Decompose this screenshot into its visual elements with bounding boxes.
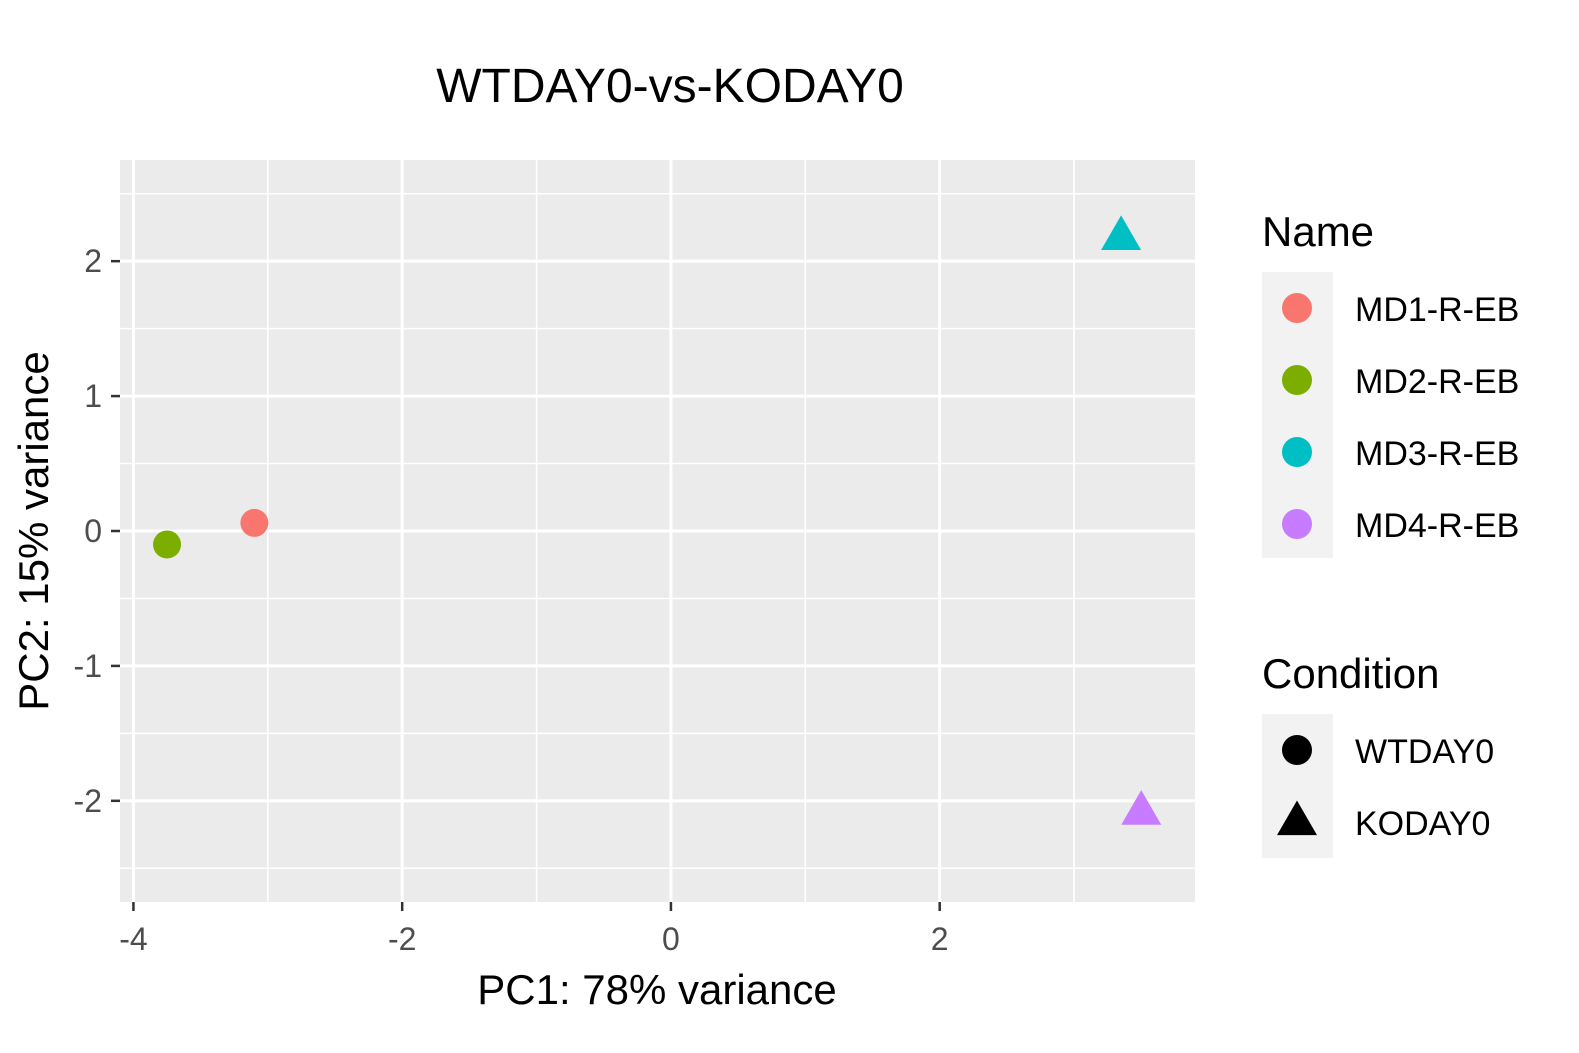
data-point-md2-r-eb <box>153 530 182 559</box>
major-gridlines <box>120 160 1195 902</box>
legend-label-md2-r-eb: MD2-R-EB <box>1355 363 1519 401</box>
legend-condition-title: Condition <box>1262 650 1439 697</box>
y-tick-label: 0 <box>84 513 102 549</box>
data-point-md3-r-eb <box>1101 215 1142 251</box>
legend-label-md3-r-eb: MD3-R-EB <box>1355 435 1519 473</box>
legend-key-wtday0 <box>1282 735 1312 765</box>
y-tick-label: 1 <box>84 378 102 414</box>
legend-label-md4-r-eb: MD4-R-EB <box>1355 507 1519 545</box>
y-tick-label: -2 <box>74 783 102 819</box>
legend-label-koday0: KODAY0 <box>1355 805 1490 843</box>
x-tick-label: -4 <box>119 921 147 957</box>
y-axis: 2 1 0 -1 -2 <box>74 243 120 819</box>
x-tick-label: -2 <box>388 921 416 957</box>
data-point-md4-r-eb <box>1121 790 1162 825</box>
legend-key-md3-r-eb <box>1282 437 1312 467</box>
y-axis-title: PC2: 15% variance <box>10 351 57 711</box>
x-tick-label: 0 <box>662 921 680 957</box>
legend-name: Name MD1-R-EB MD2-R-EB MD3-R-EB MD4-R-EB <box>1262 208 1519 558</box>
legend-key-md1-r-eb <box>1282 293 1312 323</box>
legend-condition: Condition WTDAY0 KODAY0 <box>1262 650 1494 858</box>
x-tick-label: 2 <box>931 921 949 957</box>
y-tick-label: -1 <box>74 648 102 684</box>
legend-key-koday0 <box>1277 800 1317 836</box>
data-points <box>153 215 1162 825</box>
legend-key-md2-r-eb <box>1282 365 1312 395</box>
legend-label-wtday0: WTDAY0 <box>1355 733 1494 771</box>
y-tick-label: 2 <box>84 243 102 279</box>
legend-key-md4-r-eb <box>1282 509 1312 539</box>
chart-title: WTDAY0-vs-KODAY0 <box>436 60 904 113</box>
legend-label-md1-r-eb: MD1-R-EB <box>1355 291 1519 329</box>
data-point-md1-r-eb <box>240 508 269 537</box>
legend-name-title: Name <box>1262 208 1374 255</box>
x-axis-title: PC1: 78% variance <box>477 966 837 1013</box>
x-axis: -4 -2 0 2 <box>119 902 949 957</box>
